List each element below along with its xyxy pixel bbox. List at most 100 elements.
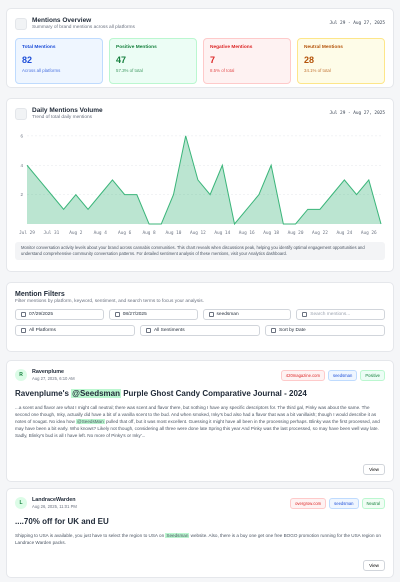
mention-title: ....70% off for UK and EU (7, 517, 393, 526)
x-tick-label: Jul 31 (43, 230, 59, 236)
x-tick-label: Jul 29 (19, 230, 35, 236)
stat-card: Neutral Mentions 28 34.1% of total (297, 38, 385, 84)
stat-value: 28 (304, 55, 315, 65)
mention-card: L LandraceWarden Aug 26, 2025, 11:01 PM ove… (6, 488, 394, 578)
tags: overgrow.com seedsman Neutral (290, 497, 385, 509)
y-tick-label: 4 (20, 163, 23, 168)
stat-value: 82 (22, 55, 33, 65)
stat-label: Total Mentions (22, 45, 56, 50)
y-tick-label: 2 (20, 192, 23, 197)
tag: Neutral (361, 497, 385, 509)
x-tick-label: Aug 20 (288, 230, 304, 236)
sentiment-text: All Sentiments (154, 328, 185, 333)
overview-card: Mentions Overview Summary of brand menti… (6, 8, 394, 88)
title: Mentions Overview (32, 17, 92, 24)
platform-text: All Platforms (29, 328, 56, 333)
stat-note: 57.3% of total (116, 68, 143, 73)
chart-description: Monitor conversation activity levels abo… (15, 242, 385, 261)
date: Aug 26, 2025, 11:01 PM (32, 504, 77, 509)
x-tick-label: Aug 26 (361, 230, 377, 236)
title-highlight: @Seedsman (71, 389, 121, 398)
mention-header: R Ravenplume Aug 27, 2025, 6:10 AM 420magaz… (7, 361, 393, 381)
x-tick-label: Aug 2 (69, 230, 83, 236)
tags: 420magazine.com seedsman Positive (280, 369, 385, 381)
chart: 2 4 6 Jul 29 Jul 31 Aug 2 Aug 4 Aug 6 Aug 8 Aug 1… (19, 133, 382, 236)
mention-body: ...a scent and flavor are what I might c… (7, 404, 393, 440)
sentiment-select[interactable]: All Sentiments (140, 325, 260, 336)
title-text: ....70% off for UK and EU (15, 517, 109, 526)
x-tick-label: Aug 24 (336, 230, 352, 236)
end-date-text: 08/27/2025 (122, 312, 147, 317)
view-button[interactable]: View (363, 464, 385, 475)
stat-label: Neutral Mentions (304, 45, 343, 50)
date-range: Jul 29 - Aug 27, 2025 (329, 111, 385, 116)
tag: seedsman (329, 497, 359, 509)
stat-note: 34.1% of total (304, 68, 331, 73)
author-block: Ravenplume Aug 27, 2025, 6:10 AM (32, 369, 75, 381)
mention-body: Shipping to USA is available, you just h… (7, 532, 393, 546)
y-tick-label: 6 (20, 133, 23, 138)
x-tick-label: Aug 4 (94, 230, 108, 236)
search-placeholder: Search mentions... (310, 312, 351, 317)
stat-value: 47 (116, 55, 127, 65)
view-button[interactable]: View (363, 560, 385, 571)
body-text: pulled that off, but it was most excelle… (15, 419, 380, 439)
x-tick-label: Aug 10 (166, 230, 182, 236)
stats: Total Mentions 82 Across all platforms Posi… (7, 30, 393, 92)
body-text: website. Also, there is a buy one get on… (15, 533, 381, 546)
tag: overgrow.com (290, 497, 327, 509)
x-tick-label: Aug 8 (142, 230, 156, 236)
chart-title: Daily Mentions Volume (32, 107, 103, 114)
platform-select[interactable]: All Platforms (15, 325, 135, 336)
stat-card: Total Mentions 82 Across all platforms (15, 38, 103, 84)
x-tick-label: Aug 16 (239, 230, 255, 236)
x-tick-label: Aug 6 (118, 230, 132, 236)
icon (15, 17, 27, 30)
author-block: LandraceWarden Aug 26, 2025, 11:01 PM (32, 497, 77, 509)
search[interactable]: Search mentions... (296, 309, 385, 320)
sort-text: Sort by Date (279, 328, 306, 333)
tag: Positive (360, 369, 385, 381)
stat-card: Negative Mentions 7 8.5% of total (203, 38, 291, 84)
chart-subtitle: Trend of total daily mentions (32, 115, 93, 120)
body-highlight: @SeedsMan (76, 419, 105, 425)
start-date[interactable]: 07/29/2025 (15, 309, 104, 320)
filters-subtitle: Filter mentions by platform, keyword, se… (15, 299, 205, 304)
avatar: L (15, 497, 27, 509)
title-text: Ravenplume's (15, 389, 72, 398)
author: Ravenplume (32, 369, 65, 375)
stat-card: Positive Mentions 47 57.3% of total (109, 38, 197, 84)
mention-header: L LandraceWarden Aug 26, 2025, 11:01 PM ove… (7, 489, 393, 509)
sort-select[interactable]: Sort by Date (265, 325, 385, 336)
body-text: ...a scent and flavor are what I might c… (15, 405, 377, 425)
x-tick-label: Aug 18 (263, 230, 279, 236)
keyword[interactable]: seedsman (202, 309, 292, 320)
start-date-text: 07/29/2025 (29, 312, 54, 317)
date-range: Jul 29 - Aug 27, 2025 (329, 21, 385, 26)
avatar: R (15, 369, 27, 381)
keyword-text: seedsman (216, 312, 239, 317)
author: LandraceWarden (32, 497, 76, 503)
filters-card: Mention Filters Filter mentions by platf… (6, 282, 394, 352)
tag: 420magazine.com (280, 369, 325, 381)
filters-title: Mention Filters (15, 291, 65, 298)
stat-label: Negative Mentions (210, 45, 253, 50)
stat-value: 7 (210, 55, 216, 65)
date: Aug 27, 2025, 6:10 AM (32, 376, 75, 381)
chart-card: Daily Mentions Volume Trend of total dai… (6, 98, 394, 272)
body-highlight: Seedsman (165, 533, 190, 538)
title-text: Purple Ghost Candy Comparative Journal -… (120, 389, 307, 398)
mention-card: R Ravenplume Aug 27, 2025, 6:10 AM 420magaz… (6, 360, 394, 482)
end-date[interactable]: 08/27/2025 (108, 309, 198, 320)
line (26, 135, 382, 226)
x-tick-label: Aug 12 (190, 230, 206, 236)
x-tick-label: Aug 14 (214, 230, 230, 236)
icon (15, 107, 27, 120)
body-text: Shipping to USA is available, you just h… (15, 533, 166, 538)
mention-title: Ravenplume's @Seedsman Purple Ghost Cand… (7, 389, 393, 398)
stat-note: Across all platforms (22, 68, 61, 73)
tag: seedsman (328, 369, 358, 381)
subtitle: Summary of brand mentions across all pla… (32, 25, 135, 30)
